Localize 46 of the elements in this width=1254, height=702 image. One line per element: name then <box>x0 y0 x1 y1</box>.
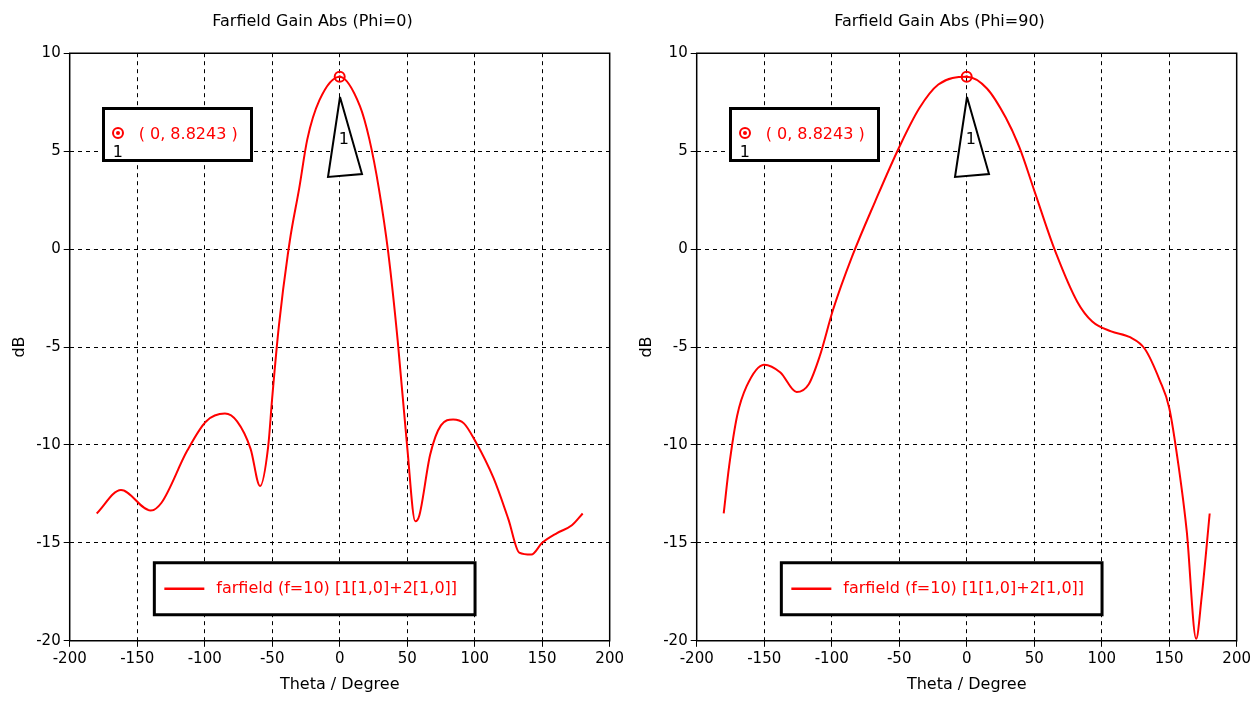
y-tick-label: -5 <box>45 336 61 355</box>
y-tick-label: 0 <box>678 238 688 257</box>
y-tick-label: -20 <box>36 630 61 649</box>
annotation: ( 0, 8.8243 ) <box>765 124 865 144</box>
y-tick-label: 5 <box>51 141 61 160</box>
y-tick-label: -15 <box>663 532 688 551</box>
x-tick-label: 0 <box>334 648 345 667</box>
y-tick-label: 10 <box>668 43 688 62</box>
chart-title: Farfield Gain Abs (Phi=90) <box>834 10 1045 30</box>
y-tick-label: -5 <box>672 336 688 355</box>
x-tick-label: -50 <box>259 648 285 667</box>
x-tick-label: -200 <box>679 648 714 667</box>
y-axis-title: dB <box>8 336 28 358</box>
x-tick-label: -50 <box>886 648 912 667</box>
y-tick-label: -10 <box>36 434 61 453</box>
x-tick-label: 100 <box>1087 648 1117 667</box>
annotation: ( 0, 8.8243 ) <box>138 124 238 144</box>
chart-title: Farfield Gain Abs (Phi=0) <box>212 10 413 30</box>
x-tick-label: -200 <box>52 648 87 667</box>
text: 1 <box>338 128 349 148</box>
annotation: 1 <box>739 142 750 162</box>
annotation: 1 <box>112 142 123 162</box>
x-tick-label: -150 <box>120 648 155 667</box>
legend-label: farfield (f=10) [1[1,0]+2[1,0]] <box>843 577 1085 597</box>
x-tick-label: 50 <box>1024 648 1044 667</box>
y-tick-label: -20 <box>663 630 688 649</box>
y-tick-label: -10 <box>663 434 688 453</box>
y-tick-label: 5 <box>678 141 688 160</box>
y-tick-label: 0 <box>51 238 61 257</box>
x-tick-label: -100 <box>814 648 849 667</box>
y-tick-label: -15 <box>36 532 61 551</box>
legend-label: farfield (f=10) [1[1,0]+2[1,0]] <box>216 577 458 597</box>
x-tick-label: -100 <box>187 648 222 667</box>
text: 1 <box>965 128 976 148</box>
x-tick-label: 50 <box>397 648 417 667</box>
x-axis-title: Theta / Degree <box>278 673 400 693</box>
x-tick-label: 150 <box>1154 648 1184 667</box>
x-tick-label: 100 <box>460 648 490 667</box>
x-tick-label: 200 <box>595 648 625 667</box>
y-tick-label: 10 <box>41 43 61 62</box>
x-tick-label: 200 <box>1222 648 1252 667</box>
y-axis-title: dB <box>635 336 655 358</box>
x-tick-label: 150 <box>527 648 557 667</box>
x-tick-label: 0 <box>961 648 972 667</box>
x-tick-label: -150 <box>747 648 782 667</box>
x-axis-title: Theta / Degree <box>905 673 1027 693</box>
